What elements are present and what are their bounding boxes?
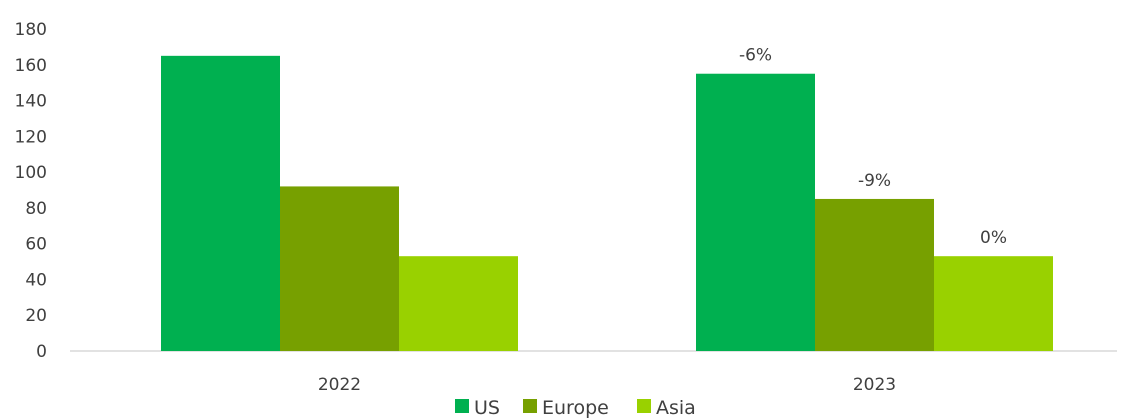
y-axis: 0 20 40 60 80 100 120 140 160 180 xyxy=(15,20,47,362)
y-tick-label: 120 xyxy=(15,127,47,147)
y-tick-label: 80 xyxy=(25,199,47,219)
x-tick-label: 2023 xyxy=(853,375,896,395)
data-label-europe-2023: -9% xyxy=(858,171,891,191)
legend-label-asia: Asia xyxy=(656,397,696,418)
legend-swatch-europe xyxy=(523,399,537,413)
legend-swatch-us xyxy=(455,399,469,413)
bar-asia-2023 xyxy=(934,256,1053,351)
bar-us-2023 xyxy=(696,73,815,351)
bar-europe-2022 xyxy=(280,186,399,351)
legend: US Europe Asia xyxy=(455,397,696,418)
y-tick-label: 160 xyxy=(15,56,47,76)
y-tick-label: 20 xyxy=(25,306,47,326)
data-label-asia-2023: 0% xyxy=(980,228,1007,248)
y-tick-label: 60 xyxy=(25,235,47,255)
data-label-us-2023: -6% xyxy=(739,46,772,66)
bar-asia-2022 xyxy=(399,256,518,351)
y-tick-label: 180 xyxy=(15,20,47,40)
x-tick-label: 2022 xyxy=(318,375,361,395)
bar-us-2022 xyxy=(161,55,280,351)
legend-label-us: US xyxy=(474,397,500,418)
legend-swatch-asia xyxy=(637,399,651,413)
x-axis: 2022 2023 xyxy=(318,375,896,395)
y-tick-label: 100 xyxy=(15,163,47,183)
bar-europe-2023 xyxy=(815,198,934,351)
legend-label-europe: Europe xyxy=(542,397,609,418)
y-tick-label: 140 xyxy=(15,92,47,112)
y-tick-label: 0 xyxy=(36,342,47,362)
bars: -6% -9% 0% xyxy=(161,46,1053,351)
y-tick-label: 40 xyxy=(25,270,47,290)
